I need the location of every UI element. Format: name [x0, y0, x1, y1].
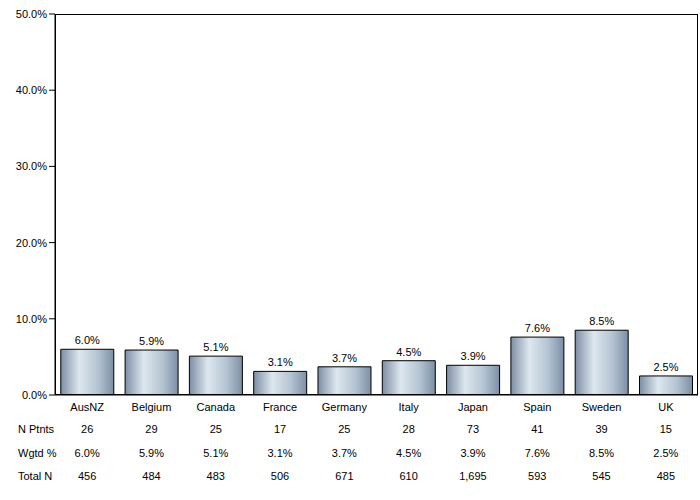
- svg-text:29: 29: [145, 423, 157, 435]
- svg-text:4.5%: 4.5%: [396, 346, 421, 358]
- svg-text:545: 545: [592, 470, 610, 482]
- svg-text:Wgtd %: Wgtd %: [18, 447, 57, 459]
- svg-text:6.0%: 6.0%: [75, 334, 100, 346]
- svg-text:3.7%: 3.7%: [332, 447, 357, 459]
- svg-text:506: 506: [271, 470, 289, 482]
- svg-text:6.0%: 6.0%: [75, 447, 100, 459]
- svg-text:3.9%: 3.9%: [461, 350, 486, 362]
- svg-text:456: 456: [78, 470, 96, 482]
- svg-text:26: 26: [81, 423, 93, 435]
- svg-text:39: 39: [595, 423, 607, 435]
- svg-text:Canada: Canada: [196, 401, 235, 413]
- svg-text:Spain: Spain: [523, 401, 551, 413]
- svg-text:7.6%: 7.6%: [525, 322, 550, 334]
- svg-text:5.1%: 5.1%: [203, 341, 228, 353]
- svg-text:N Ptnts: N Ptnts: [18, 423, 55, 435]
- svg-text:5.9%: 5.9%: [139, 335, 164, 347]
- svg-text:671: 671: [335, 470, 353, 482]
- svg-text:25: 25: [338, 423, 350, 435]
- svg-text:5.1%: 5.1%: [203, 447, 228, 459]
- svg-text:28: 28: [403, 423, 415, 435]
- svg-text:17: 17: [274, 423, 286, 435]
- svg-text:Italy: Italy: [399, 401, 420, 413]
- svg-text:AusNZ: AusNZ: [70, 401, 104, 413]
- svg-text:2.5%: 2.5%: [653, 361, 678, 373]
- svg-text:485: 485: [657, 470, 675, 482]
- svg-text:Total N: Total N: [18, 470, 52, 482]
- svg-text:484: 484: [142, 470, 160, 482]
- svg-text:3.7%: 3.7%: [332, 352, 357, 364]
- svg-text:Belgium: Belgium: [132, 401, 172, 413]
- svg-text:Sweden: Sweden: [582, 401, 622, 413]
- svg-text:483: 483: [207, 470, 225, 482]
- svg-text:3.1%: 3.1%: [268, 447, 293, 459]
- svg-text:3.9%: 3.9%: [460, 447, 485, 459]
- svg-text:UK: UK: [658, 401, 674, 413]
- svg-text:50.0%: 50.0%: [16, 8, 47, 20]
- svg-text:30.0%: 30.0%: [16, 160, 47, 172]
- svg-text:8.5%: 8.5%: [589, 447, 614, 459]
- svg-text:15: 15: [660, 423, 672, 435]
- svg-text:5.9%: 5.9%: [139, 447, 164, 459]
- svg-text:610: 610: [399, 470, 417, 482]
- svg-text:10.0%: 10.0%: [16, 313, 47, 325]
- svg-text:41: 41: [531, 423, 543, 435]
- svg-text:France: France: [263, 401, 297, 413]
- svg-text:Germany: Germany: [322, 401, 368, 413]
- svg-text:73: 73: [467, 423, 479, 435]
- svg-text:40.0%: 40.0%: [16, 84, 47, 96]
- svg-text:2.5%: 2.5%: [653, 447, 678, 459]
- svg-text:25: 25: [210, 423, 222, 435]
- svg-text:7.6%: 7.6%: [525, 447, 550, 459]
- svg-text:593: 593: [528, 470, 546, 482]
- svg-text:0.0%: 0.0%: [22, 389, 47, 401]
- svg-text:3.1%: 3.1%: [268, 356, 293, 368]
- svg-text:8.5%: 8.5%: [589, 315, 614, 327]
- svg-text:4.5%: 4.5%: [396, 447, 421, 459]
- svg-text:Japan: Japan: [458, 401, 488, 413]
- svg-text:20.0%: 20.0%: [16, 237, 47, 249]
- svg-text:1,695: 1,695: [459, 470, 487, 482]
